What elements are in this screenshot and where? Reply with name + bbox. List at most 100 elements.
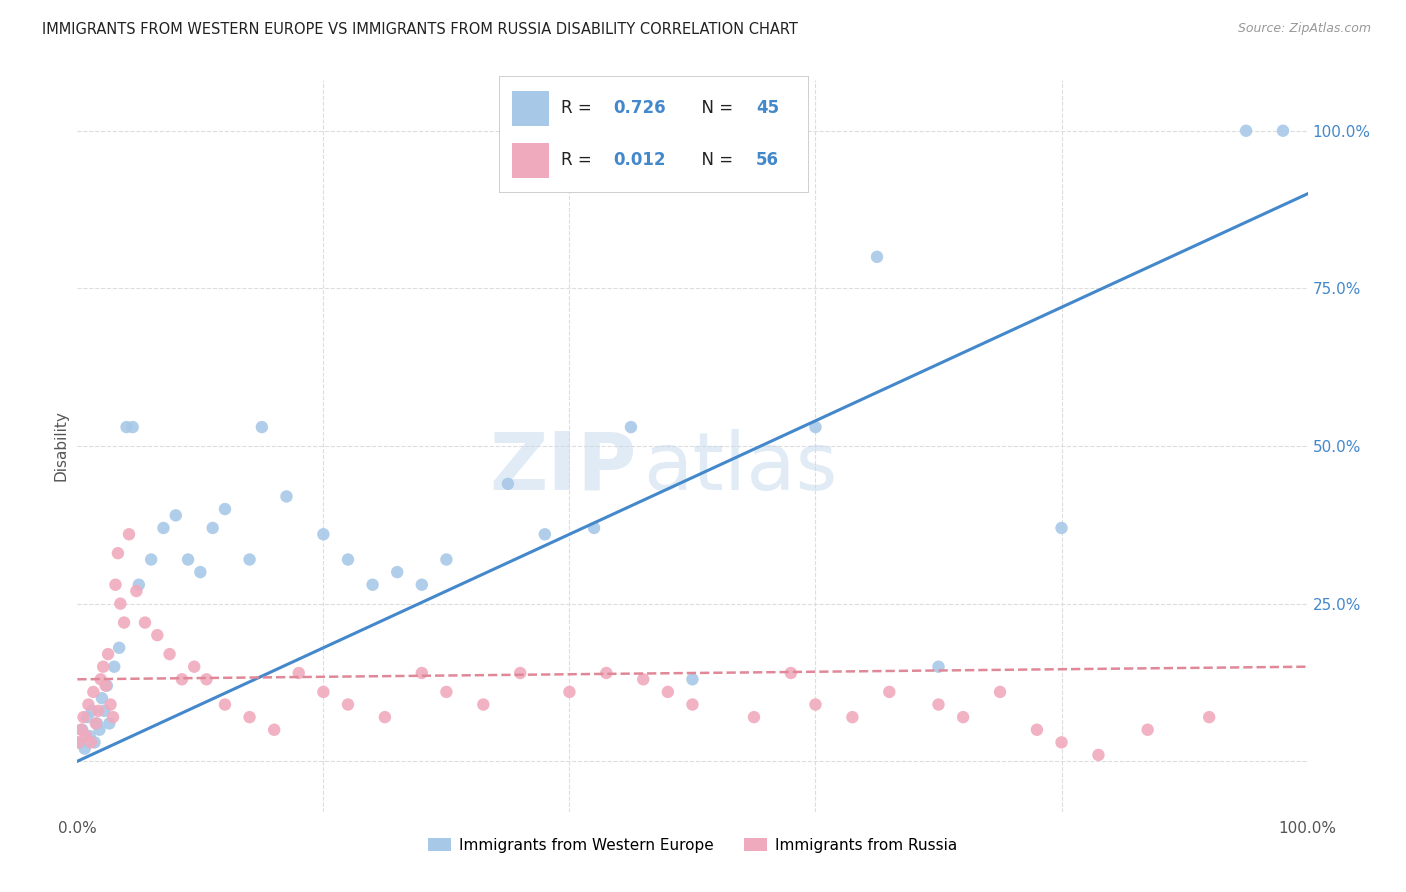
Text: ZIP: ZIP xyxy=(489,429,637,507)
Point xyxy=(337,698,360,712)
Point xyxy=(239,552,262,566)
Point xyxy=(83,735,105,749)
Point xyxy=(141,552,163,566)
Point xyxy=(1050,521,1073,535)
Point xyxy=(1026,723,1049,737)
Point xyxy=(112,615,135,630)
Bar xyxy=(512,143,548,178)
Point xyxy=(90,673,112,687)
Point xyxy=(100,698,122,712)
Point xyxy=(1198,710,1220,724)
Point xyxy=(385,565,409,579)
Point xyxy=(91,659,114,673)
Bar xyxy=(512,91,548,126)
Legend: Immigrants from Western Europe, Immigrants from Russia: Immigrants from Western Europe, Immigran… xyxy=(422,831,963,859)
Text: 0.012: 0.012 xyxy=(613,152,666,169)
Point xyxy=(201,521,224,535)
Point xyxy=(841,710,863,724)
Point xyxy=(159,647,181,661)
Point xyxy=(82,685,104,699)
Point xyxy=(89,723,111,737)
Point xyxy=(682,673,704,687)
Point xyxy=(250,420,273,434)
Point xyxy=(742,710,765,724)
Point xyxy=(496,476,519,491)
Point xyxy=(118,527,141,541)
Point xyxy=(152,521,174,535)
Point xyxy=(69,735,91,749)
Point xyxy=(70,723,93,737)
Point xyxy=(165,508,187,523)
Point xyxy=(558,685,581,699)
Point xyxy=(134,615,156,630)
Point xyxy=(84,716,107,731)
Point xyxy=(121,420,143,434)
Point xyxy=(101,710,124,724)
Text: 45: 45 xyxy=(756,99,779,117)
Point xyxy=(67,735,90,749)
Point xyxy=(952,710,974,724)
Point xyxy=(170,673,193,687)
Point xyxy=(1050,735,1073,749)
Point xyxy=(93,704,115,718)
Point xyxy=(188,565,212,579)
Point xyxy=(988,685,1011,699)
Point xyxy=(595,665,617,680)
Point xyxy=(583,521,606,535)
Point xyxy=(195,673,218,687)
Point xyxy=(98,716,121,731)
Text: N =: N = xyxy=(690,152,738,169)
Point xyxy=(879,685,901,699)
Point xyxy=(103,659,125,673)
Point xyxy=(657,685,679,699)
Point xyxy=(70,723,93,737)
Point xyxy=(374,710,396,724)
Point xyxy=(928,698,950,712)
Point xyxy=(1272,124,1295,138)
Point xyxy=(214,502,236,516)
Point xyxy=(866,250,889,264)
Text: IMMIGRANTS FROM WESTERN EUROPE VS IMMIGRANTS FROM RUSSIA DISABILITY CORRELATION : IMMIGRANTS FROM WESTERN EUROPE VS IMMIGR… xyxy=(42,22,799,37)
Point xyxy=(79,729,101,743)
Point xyxy=(1234,124,1257,138)
Point xyxy=(239,710,262,724)
Point xyxy=(472,698,495,712)
Point xyxy=(436,552,458,566)
Point xyxy=(125,584,148,599)
Text: R =: R = xyxy=(561,152,598,169)
Point xyxy=(337,552,360,566)
Text: N =: N = xyxy=(690,99,738,117)
Point xyxy=(534,527,557,541)
Point xyxy=(108,640,131,655)
Point xyxy=(87,704,110,718)
Point xyxy=(361,578,384,592)
Point xyxy=(146,628,169,642)
Point xyxy=(110,597,132,611)
Point xyxy=(509,665,531,680)
Point xyxy=(411,665,433,680)
Point xyxy=(436,685,458,699)
Point xyxy=(263,723,285,737)
Text: atlas: atlas xyxy=(644,429,838,507)
Point xyxy=(682,698,704,712)
Point xyxy=(804,698,827,712)
Point xyxy=(804,420,827,434)
Point xyxy=(76,710,98,724)
Point xyxy=(1087,747,1109,762)
Point xyxy=(214,698,236,712)
Point xyxy=(90,691,114,706)
Point xyxy=(97,647,120,661)
Point xyxy=(104,578,127,592)
Text: 0.726: 0.726 xyxy=(613,99,666,117)
Point xyxy=(780,665,803,680)
Point xyxy=(177,552,200,566)
Point xyxy=(183,659,205,673)
Point xyxy=(128,578,150,592)
Point xyxy=(411,578,433,592)
Y-axis label: Disability: Disability xyxy=(53,410,69,482)
Text: 56: 56 xyxy=(756,152,779,169)
Point xyxy=(96,679,118,693)
Text: Source: ZipAtlas.com: Source: ZipAtlas.com xyxy=(1237,22,1371,36)
Point xyxy=(82,704,104,718)
Point xyxy=(276,490,298,504)
